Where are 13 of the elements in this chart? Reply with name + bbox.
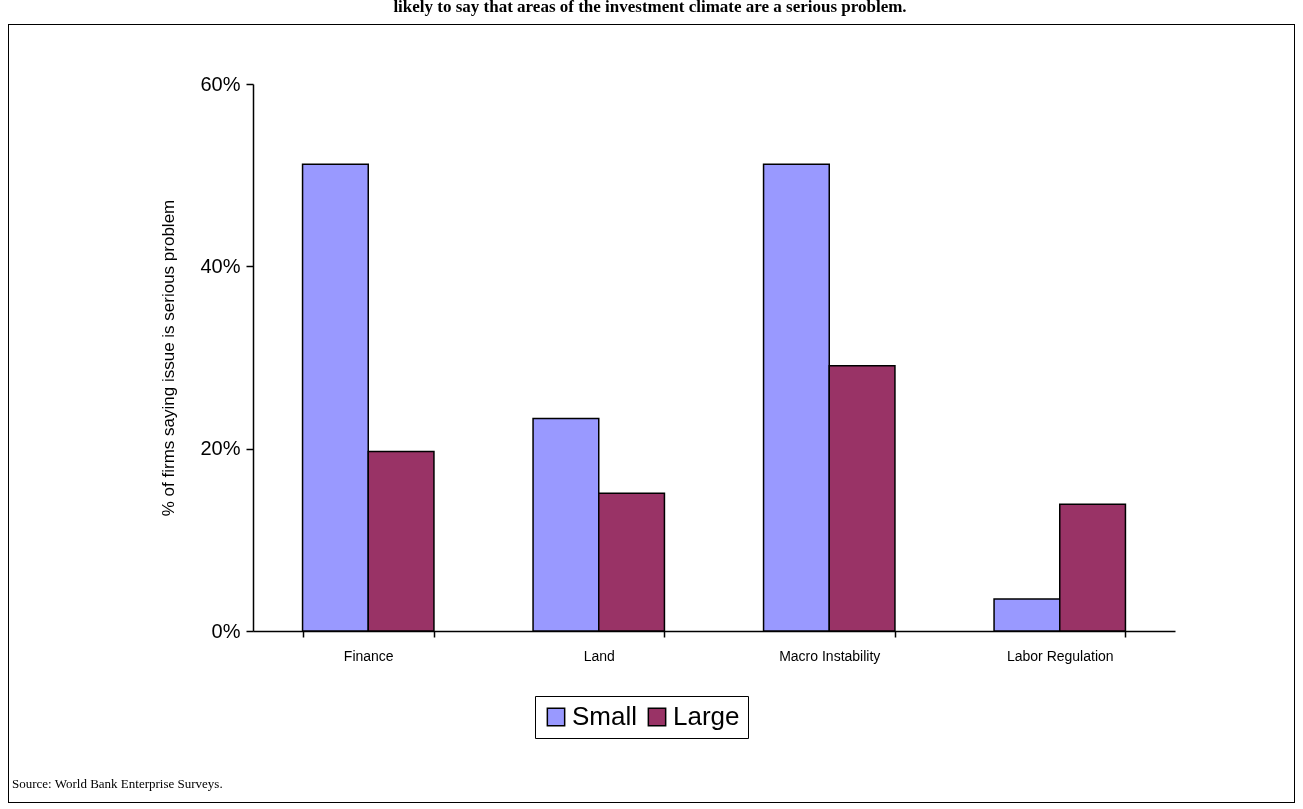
y-axis-title: % of firms saying issue is serious problem (159, 199, 179, 517)
chart-title: likely to say that areas of the investment climate are a serious problem. (393, 0, 907, 16)
y-tick-label: 0% (211, 619, 241, 642)
x-tick-label: Land (583, 647, 615, 664)
source-note: Source: World Bank Enterprise Surveys. (12, 776, 223, 791)
legend-label: Small (572, 701, 638, 731)
x-tick-label: Labor Regulation (1006, 647, 1114, 664)
y-tick-label: 60% (200, 72, 241, 95)
x-tick-label: Finance (343, 647, 394, 664)
x-tick-label: Macro Instability (779, 647, 881, 664)
legend-label: Large (673, 701, 740, 731)
y-tick-label: 40% (200, 254, 241, 277)
y-tick-label: 20% (200, 437, 241, 460)
